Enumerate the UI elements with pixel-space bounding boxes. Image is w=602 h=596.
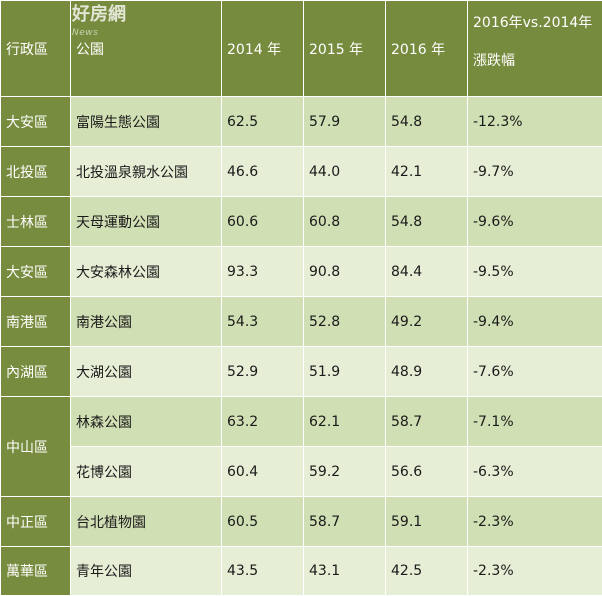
price-2014-cell: 63.2: [222, 397, 304, 447]
price-2016-cell: 48.9: [386, 347, 468, 397]
price-2016-cell: 49.2: [386, 297, 468, 347]
district-cell: 大安區: [1, 247, 71, 297]
price-2014-cell: 46.6: [222, 147, 304, 197]
price-2014-cell: 54.3: [222, 297, 304, 347]
price-2014-cell: 43.5: [222, 547, 304, 596]
change-cell: -6.3%: [468, 447, 602, 497]
district-cell: 中山區: [1, 397, 71, 497]
header-change-line2: 漲跌幅: [473, 51, 602, 71]
price-2015-cell: 57.9: [304, 97, 386, 147]
table-row: 北投區 北投溫泉親水公園 46.6 44.0 42.1 -9.7%: [1, 147, 602, 197]
table-row: 花博公園 60.4 59.2 56.6 -6.3%: [1, 447, 602, 497]
price-2015-cell: 51.9: [304, 347, 386, 397]
header-change-line1: 2016年vs.2014年: [473, 15, 592, 31]
price-2015-cell: 43.1: [304, 547, 386, 596]
change-cell: -2.3%: [468, 497, 602, 547]
price-2016-cell: 58.7: [386, 397, 468, 447]
park-cell: 林森公園: [71, 397, 222, 447]
change-cell: -9.6%: [468, 197, 602, 247]
change-cell: -9.7%: [468, 147, 602, 197]
price-2014-cell: 52.9: [222, 347, 304, 397]
price-2016-cell: 54.8: [386, 97, 468, 147]
price-2016-cell: 56.6: [386, 447, 468, 497]
price-2016-cell: 54.8: [386, 197, 468, 247]
price-2015-cell: 44.0: [304, 147, 386, 197]
price-2014-cell: 60.5: [222, 497, 304, 547]
park-cell: 北投溫泉親水公園: [71, 147, 222, 197]
table-row: 內湖區 大湖公園 52.9 51.9 48.9 -7.6%: [1, 347, 602, 397]
change-cell: -9.4%: [468, 297, 602, 347]
price-2015-cell: 52.8: [304, 297, 386, 347]
table-row: 大安區 富陽生態公園 62.5 57.9 54.8 -12.3%: [1, 97, 602, 147]
price-2016-cell: 84.4: [386, 247, 468, 297]
district-cell: 大安區: [1, 97, 71, 147]
price-2015-cell: 59.2: [304, 447, 386, 497]
table-row: 中正區 台北植物園 60.5 58.7 59.1 -2.3%: [1, 497, 602, 547]
park-cell: 大湖公園: [71, 347, 222, 397]
header-2015: 2015 年: [304, 1, 386, 97]
price-2014-cell: 93.3: [222, 247, 304, 297]
district-cell: 士林區: [1, 197, 71, 247]
price-2015-cell: 90.8: [304, 247, 386, 297]
district-cell: 萬華區: [1, 547, 71, 596]
district-cell: 內湖區: [1, 347, 71, 397]
table-row: 中山區 林森公園 63.2 62.1 58.7 -7.1%: [1, 397, 602, 447]
watermark-logo: 好房網: [72, 6, 126, 24]
table-row: 大安區 大安森林公園 93.3 90.8 84.4 -9.5%: [1, 247, 602, 297]
header-2014: 2014 年: [222, 1, 304, 97]
park-cell: 天母運動公園: [71, 197, 222, 247]
park-cell: 南港公園: [71, 297, 222, 347]
table-row: 南港區 南港公園 54.3 52.8 49.2 -9.4%: [1, 297, 602, 347]
change-cell: -7.6%: [468, 347, 602, 397]
park-cell: 台北植物園: [71, 497, 222, 547]
price-2015-cell: 62.1: [304, 397, 386, 447]
park-cell: 富陽生態公園: [71, 97, 222, 147]
price-2014-cell: 60.4: [222, 447, 304, 497]
park-cell: 青年公園: [71, 547, 222, 596]
watermark-news: News: [72, 28, 98, 38]
price-2016-cell: 42.5: [386, 547, 468, 596]
header-district: 行政區: [1, 1, 71, 97]
change-cell: -2.3%: [468, 547, 602, 596]
price-2016-cell: 59.1: [386, 497, 468, 547]
table-row: 萬華區 青年公園 43.5 43.1 42.5 -2.3%: [1, 547, 602, 596]
district-cell: 中正區: [1, 497, 71, 547]
price-2015-cell: 58.7: [304, 497, 386, 547]
district-cell: 北投區: [1, 147, 71, 197]
park-cell: 大安森林公園: [71, 247, 222, 297]
change-cell: -9.5%: [468, 247, 602, 297]
header-2016: 2016 年: [386, 1, 468, 97]
district-cell: 南港區: [1, 297, 71, 347]
change-cell: -12.3%: [468, 97, 602, 147]
table-row: 士林區 天母運動公園 60.6 60.8 54.8 -9.6%: [1, 197, 602, 247]
park-cell: 花博公園: [71, 447, 222, 497]
change-cell: -7.1%: [468, 397, 602, 447]
price-2016-cell: 42.1: [386, 147, 468, 197]
price-2014-cell: 60.6: [222, 197, 304, 247]
price-2014-cell: 62.5: [222, 97, 304, 147]
header-change: 2016年vs.2014年 漲跌幅: [468, 1, 602, 97]
price-2015-cell: 60.8: [304, 197, 386, 247]
